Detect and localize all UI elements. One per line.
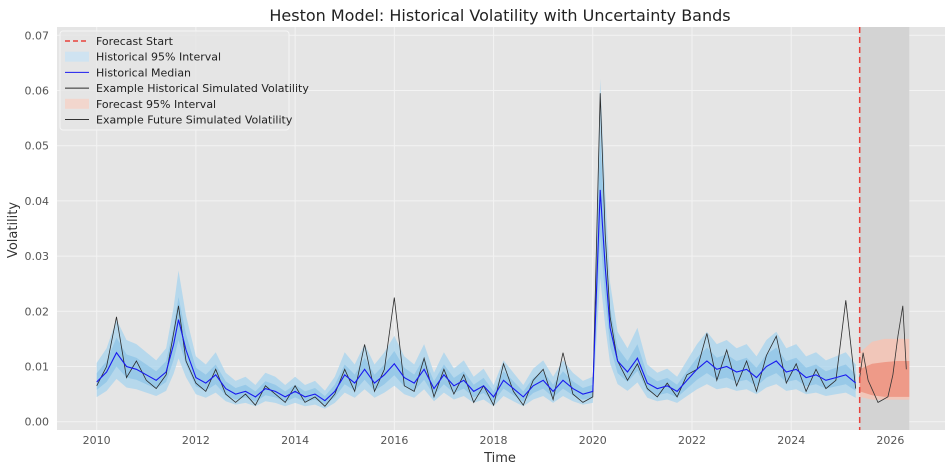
- y-axis-title: Volatility: [6, 202, 21, 258]
- legend-label: Example Future Simulated Volatility: [96, 114, 293, 127]
- x-tick-label: 2012: [182, 434, 210, 447]
- x-tick-label: 2022: [678, 434, 706, 447]
- historical-simulated-volatility-line: [96, 93, 857, 407]
- y-tick-label: 0.05: [25, 140, 50, 153]
- legend-key-historical-95-interval: [65, 51, 89, 62]
- x-tick-label: 2024: [777, 434, 805, 447]
- legend-box: [59, 30, 290, 131]
- forecast-inner-interval-band: [859, 361, 910, 397]
- x-tick-label: 2020: [579, 434, 607, 447]
- legend-key-forecast-95-interval: [65, 98, 89, 109]
- x-tick-label: 2026: [876, 434, 904, 447]
- y-tick-label: 0.01: [25, 361, 50, 374]
- x-axis-ticks: 2010 2012 2014 2016 2018 2020 2022 2024 2026: [83, 434, 905, 447]
- future-simulated-volatility-line: [859, 305, 907, 403]
- y-tick-label: 0.02: [25, 305, 50, 318]
- legend-label: Forecast Start: [96, 35, 174, 48]
- y-tick-label: 0.00: [25, 416, 50, 429]
- x-tick-label: 2016: [380, 434, 408, 447]
- legend-label: Example Historical Simulated Volatility: [96, 82, 309, 95]
- legend: Forecast Start Historical 95% Interval His…: [59, 30, 309, 131]
- x-axis-title: Time: [483, 451, 516, 466]
- legend-label: Historical Median: [96, 66, 191, 79]
- legend-label: Forecast 95% Interval: [96, 98, 216, 111]
- legend-label: Historical 95% Interval: [96, 51, 221, 64]
- y-axis-ticks: 0.00 0.01 0.02 0.03 0.04 0.05 0.06 0.07: [25, 29, 50, 428]
- y-tick-label: 0.07: [25, 29, 50, 42]
- y-tick-label: 0.06: [25, 84, 50, 97]
- y-tick-label: 0.03: [25, 250, 50, 263]
- x-tick-label: 2014: [281, 434, 309, 447]
- x-tick-label: 2018: [480, 434, 508, 447]
- y-tick-label: 0.04: [25, 195, 50, 208]
- x-tick-label: 2010: [83, 434, 111, 447]
- chart-title: Heston Model: Historical Volatility with…: [269, 6, 730, 25]
- historical-median-line: [96, 189, 857, 402]
